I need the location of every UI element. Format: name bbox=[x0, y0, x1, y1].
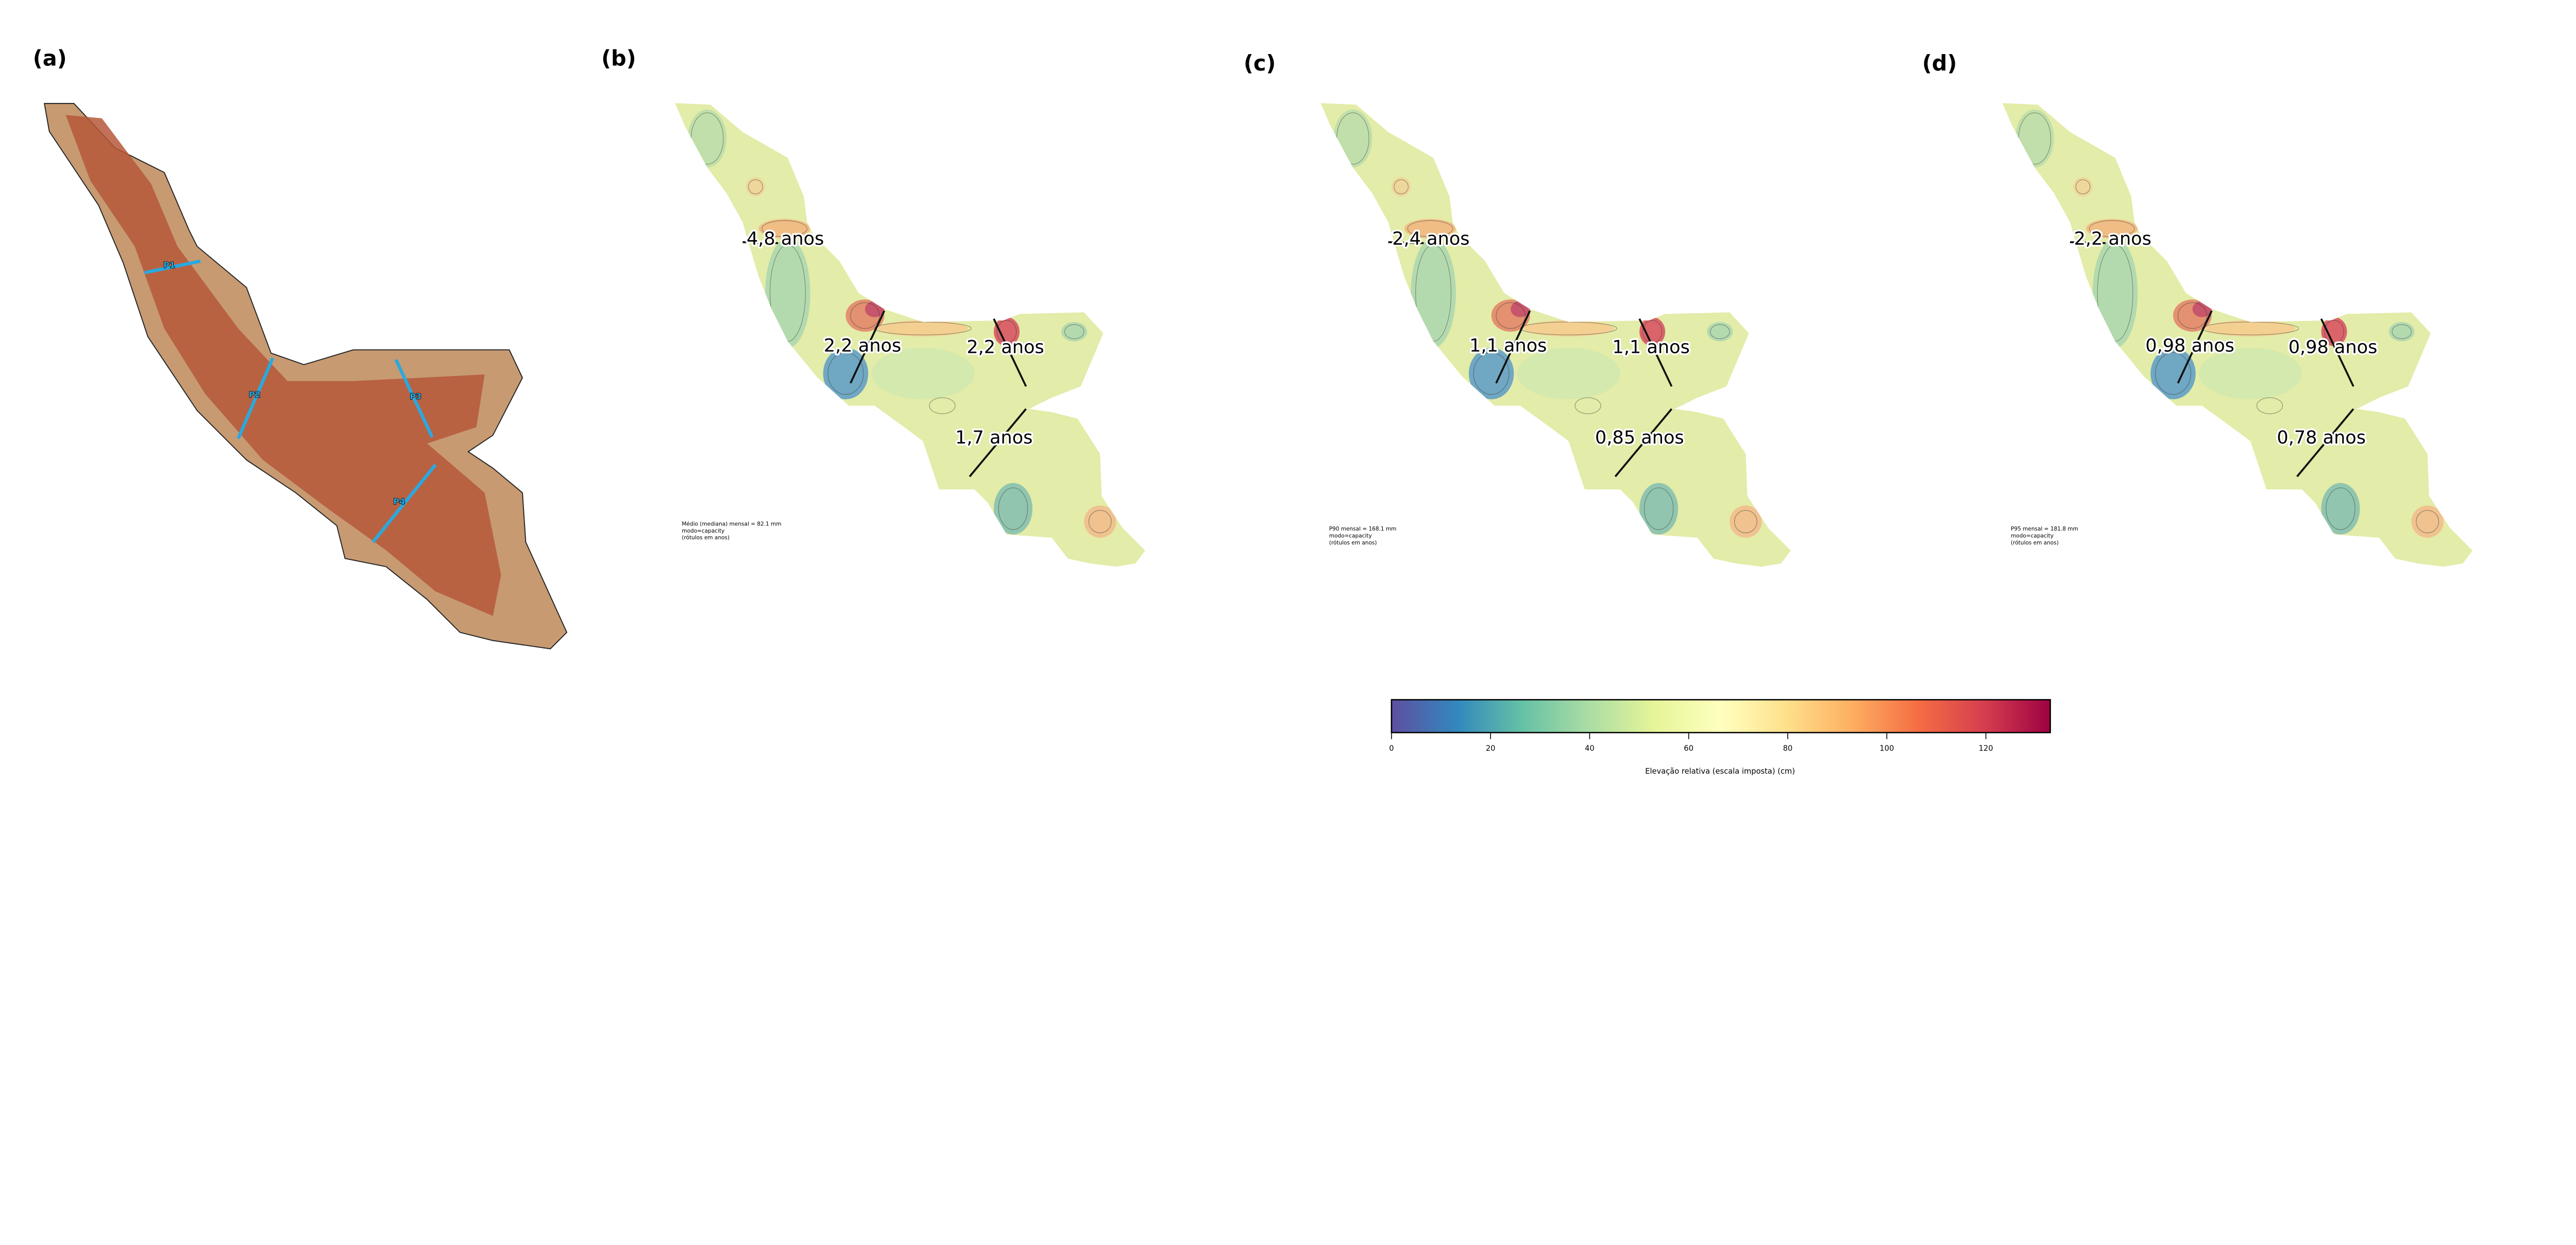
return-period-label: 0,85 anos bbox=[1595, 427, 1684, 448]
return-period-label: 0,78 anos bbox=[2277, 427, 2366, 448]
panel-note-line: Médio (mediana) mensal = 82.1 mm bbox=[682, 521, 781, 527]
panel-a: (a) P1 P2 P3 P4 bbox=[33, 46, 568, 650]
colorbar-tick-label: 20 bbox=[1486, 744, 1496, 753]
return-period-label: 0,98 anos bbox=[2289, 337, 2378, 358]
cross-section-line bbox=[394, 359, 434, 438]
cross-section-label: P2 bbox=[249, 390, 261, 400]
elevation-map bbox=[2003, 103, 2472, 567]
cross-section-label: P4 bbox=[393, 497, 405, 506]
panel-note-line: P90 mensal = 168.1 mm bbox=[1329, 526, 1397, 532]
return-period-label: 1,7 anos bbox=[955, 427, 1032, 448]
cross-section-line bbox=[144, 259, 201, 275]
figure: (a) P1 P2 P3 P4 (b) 4,8 anos 2,2 anos 2,2 anos… bbox=[33, 46, 2576, 776]
return-period-label: 4,8 anos bbox=[747, 228, 824, 249]
panel-note-line: (rótulos em anos) bbox=[2011, 540, 2059, 546]
colorbar-gradient bbox=[1391, 699, 2051, 734]
return-period-label: 2,2 anos bbox=[967, 337, 1044, 358]
elevation-map bbox=[1320, 103, 1790, 567]
return-period-label: 1,1 anos bbox=[1469, 335, 1547, 356]
channel-bed bbox=[65, 115, 501, 616]
panel-letter: (c) bbox=[1244, 51, 1276, 76]
panel-note-line: modo=capacity bbox=[1329, 533, 1372, 539]
return-period-label: 2,2 anos bbox=[2074, 228, 2151, 249]
panel-note-line: modo=capacity bbox=[682, 528, 724, 534]
panel-b: (b) 4,8 anos 2,2 anos 2,2 anos 1,7 anos Médio… bbox=[601, 46, 1145, 567]
panel-c: (c) 2,4 anos 1,1 anos 1,1 anos 0,85 anos P90 … bbox=[1244, 51, 1791, 567]
return-period-label: 1,1 anos bbox=[1613, 337, 1690, 358]
panel-note-line: (rótulos em anos) bbox=[682, 535, 730, 541]
colorbar-ticks: 0 20 40 60 80 100 120 bbox=[1389, 732, 1993, 753]
cross-sections: P1 P2 P3 P4 bbox=[144, 259, 437, 543]
panel-note-line: (rótulos em anos) bbox=[1329, 540, 1377, 546]
colorbar-tick-label: 120 bbox=[1979, 744, 1993, 753]
colorbar-tick-label: 0 bbox=[1389, 744, 1394, 753]
cross-section-line bbox=[236, 357, 275, 439]
return-period-label: 2,2 anos bbox=[824, 335, 901, 356]
colorbar-tick-label: 80 bbox=[1783, 744, 1793, 753]
map-panels: (b) 4,8 anos 2,2 anos 2,2 anos 1,7 anos Médio… bbox=[601, 46, 2472, 567]
panel-note-line: P95 mensal = 181.8 mm bbox=[2011, 526, 2078, 532]
cross-section-line bbox=[371, 464, 437, 543]
panel-letter: (b) bbox=[601, 46, 636, 71]
return-period-label: 0,98 anos bbox=[2145, 335, 2234, 356]
panel-d: (d) 2,2 anos 0,98 anos 0,98 anos 0,78 anos P9… bbox=[1922, 51, 2472, 567]
return-period-label: 2,4 anos bbox=[1392, 228, 1469, 249]
colorbar: 0 20 40 60 80 100 120 Elevação relativa (escal… bbox=[1389, 699, 2051, 776]
elevation-map bbox=[675, 103, 1145, 567]
panel-note-line: modo=capacity bbox=[2011, 533, 2054, 539]
panel-letter: (d) bbox=[1922, 51, 1957, 76]
cross-section-label: P3 bbox=[410, 391, 421, 401]
panel-letter: (a) bbox=[33, 46, 67, 71]
colorbar-tick-label: 100 bbox=[1879, 744, 1894, 753]
colorbar-label: Elevação relativa (escala imposta) (cm) bbox=[1645, 767, 1795, 776]
cross-section-label: P1 bbox=[163, 260, 175, 270]
colorbar-tick-label: 60 bbox=[1684, 744, 1693, 753]
colorbar-tick-label: 40 bbox=[1585, 744, 1595, 753]
